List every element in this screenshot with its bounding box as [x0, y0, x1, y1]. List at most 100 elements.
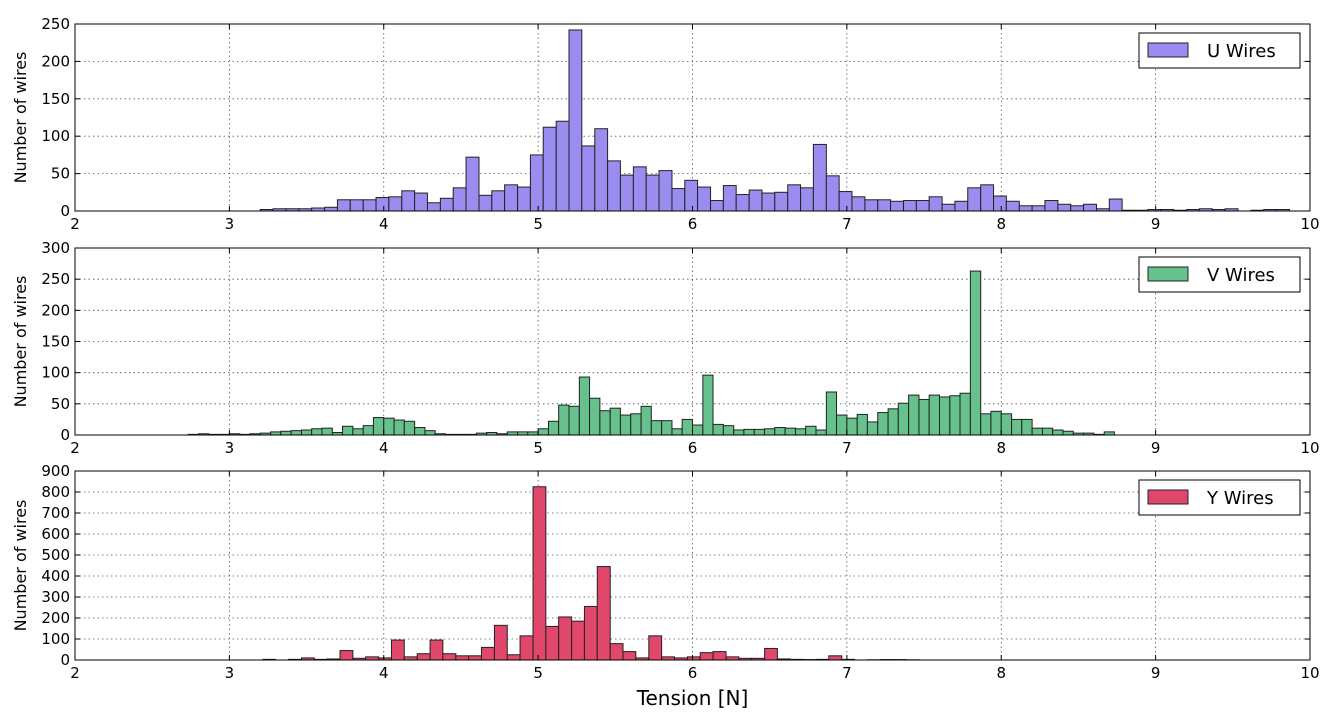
bar	[1019, 206, 1032, 211]
x-tick-label: 3	[225, 664, 235, 682]
y-tick-label: 100	[41, 127, 70, 145]
x-tick-label: 2	[70, 439, 80, 457]
bar	[584, 606, 597, 660]
bar	[775, 428, 785, 435]
bar	[898, 403, 908, 435]
bar	[440, 198, 453, 211]
bar	[1001, 414, 1011, 435]
bar	[620, 415, 630, 435]
bar	[597, 567, 610, 660]
bar	[1058, 204, 1071, 211]
y-tick-label: 200	[41, 52, 70, 70]
bar	[538, 429, 548, 435]
bar	[394, 420, 404, 435]
legend-label: U Wires	[1207, 41, 1276, 62]
bar	[453, 188, 466, 211]
x-tick-label: 4	[379, 439, 389, 457]
bar	[415, 193, 428, 211]
bar	[481, 647, 494, 660]
bar	[847, 418, 857, 435]
bar	[546, 626, 559, 660]
bar	[806, 426, 816, 435]
x-tick-label: 2	[70, 664, 80, 682]
x-tick-label: 9	[1151, 439, 1161, 457]
y-axis-label: Number of wires	[11, 276, 30, 408]
bar	[548, 421, 558, 435]
bar	[942, 204, 955, 211]
y-tick-label: 0	[60, 651, 70, 669]
y-tick-label: 100	[41, 364, 70, 382]
y-tick-label: 150	[41, 333, 70, 351]
bar	[492, 191, 505, 211]
bar	[994, 196, 1007, 211]
bar	[579, 377, 589, 435]
x-tick-label: 2	[70, 215, 80, 233]
bar	[417, 654, 430, 660]
legend-label: V Wires	[1207, 265, 1275, 286]
bar	[649, 636, 662, 660]
x-tick-label: 9	[1151, 215, 1161, 233]
bar	[559, 405, 569, 435]
bar	[651, 421, 661, 435]
x-tick-label: 4	[379, 664, 389, 682]
bar	[662, 421, 672, 435]
bar	[693, 425, 703, 435]
bar	[646, 175, 659, 211]
x-tick-label: 5	[533, 439, 543, 457]
x-tick-label: 10	[1300, 215, 1319, 233]
bar	[479, 195, 492, 211]
bar	[713, 424, 723, 435]
x-tick-label: 6	[688, 664, 698, 682]
bar	[620, 175, 633, 211]
bar	[582, 146, 595, 211]
bar	[633, 167, 646, 211]
x-tick-label: 3	[225, 215, 235, 233]
x-tick-label: 7	[842, 439, 852, 457]
bar	[520, 636, 533, 660]
bar	[813, 144, 826, 211]
bar	[595, 129, 608, 211]
bar	[723, 426, 733, 435]
bar	[659, 171, 672, 211]
bar	[785, 428, 795, 435]
legend-swatch	[1148, 43, 1188, 57]
bar	[867, 422, 877, 435]
bar	[878, 200, 891, 211]
bar	[904, 201, 917, 211]
bar	[929, 197, 942, 211]
bar	[363, 426, 373, 435]
bar	[672, 429, 682, 435]
y-tick-label: 0	[60, 202, 70, 220]
bar	[826, 176, 839, 211]
bar	[916, 201, 929, 211]
bar	[801, 188, 814, 211]
bar	[981, 185, 994, 211]
bar	[533, 487, 546, 660]
bar	[837, 415, 847, 435]
bar	[775, 192, 788, 211]
y-tick-label: 700	[41, 504, 70, 522]
bar	[857, 414, 867, 435]
x-tick-label: 10	[1300, 439, 1319, 457]
bar	[1053, 430, 1063, 435]
bar	[929, 395, 939, 435]
bar	[839, 192, 852, 211]
bar	[469, 656, 482, 660]
bar	[1022, 419, 1032, 435]
bar	[340, 651, 353, 660]
bar	[631, 414, 641, 435]
bar	[376, 198, 389, 211]
legend-swatch	[1148, 490, 1188, 504]
bar	[556, 121, 569, 211]
y-axis-label: Number of wires	[11, 500, 30, 632]
bar	[888, 409, 898, 435]
bar	[762, 193, 775, 211]
bar	[543, 127, 556, 211]
bar	[909, 395, 919, 435]
x-tick-label: 7	[842, 215, 852, 233]
bar	[698, 187, 711, 211]
x-axis-label: Tension [N]	[636, 686, 749, 710]
y-axis-label: Number of wires	[11, 52, 30, 184]
bar	[312, 429, 322, 435]
